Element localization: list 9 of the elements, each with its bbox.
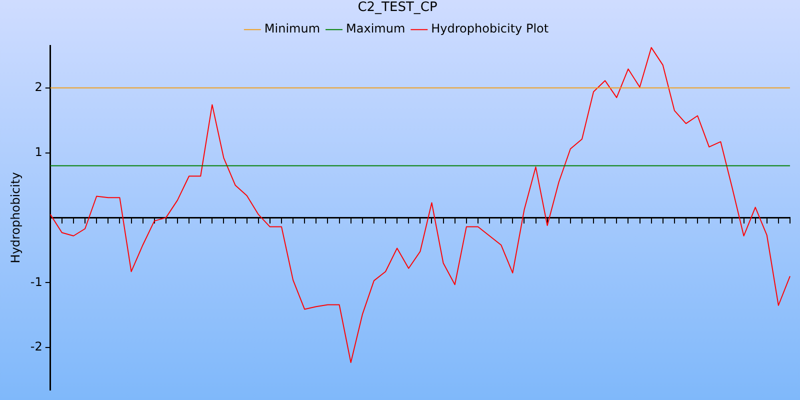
y-tick-label: -1 [30,274,42,289]
y-tick-label: 1 [34,144,42,159]
legend-label: Maximum [346,22,406,36]
y-axis-title: Hydrophobicity [8,172,22,264]
y-tick-label: 2 [34,80,42,94]
legend-label: Hydrophobicity Plot [431,22,549,36]
legend-label: Minimum [264,22,320,36]
y-tick-label: -2 [30,340,42,354]
chart-title: C2_TEST_CP [358,0,438,16]
